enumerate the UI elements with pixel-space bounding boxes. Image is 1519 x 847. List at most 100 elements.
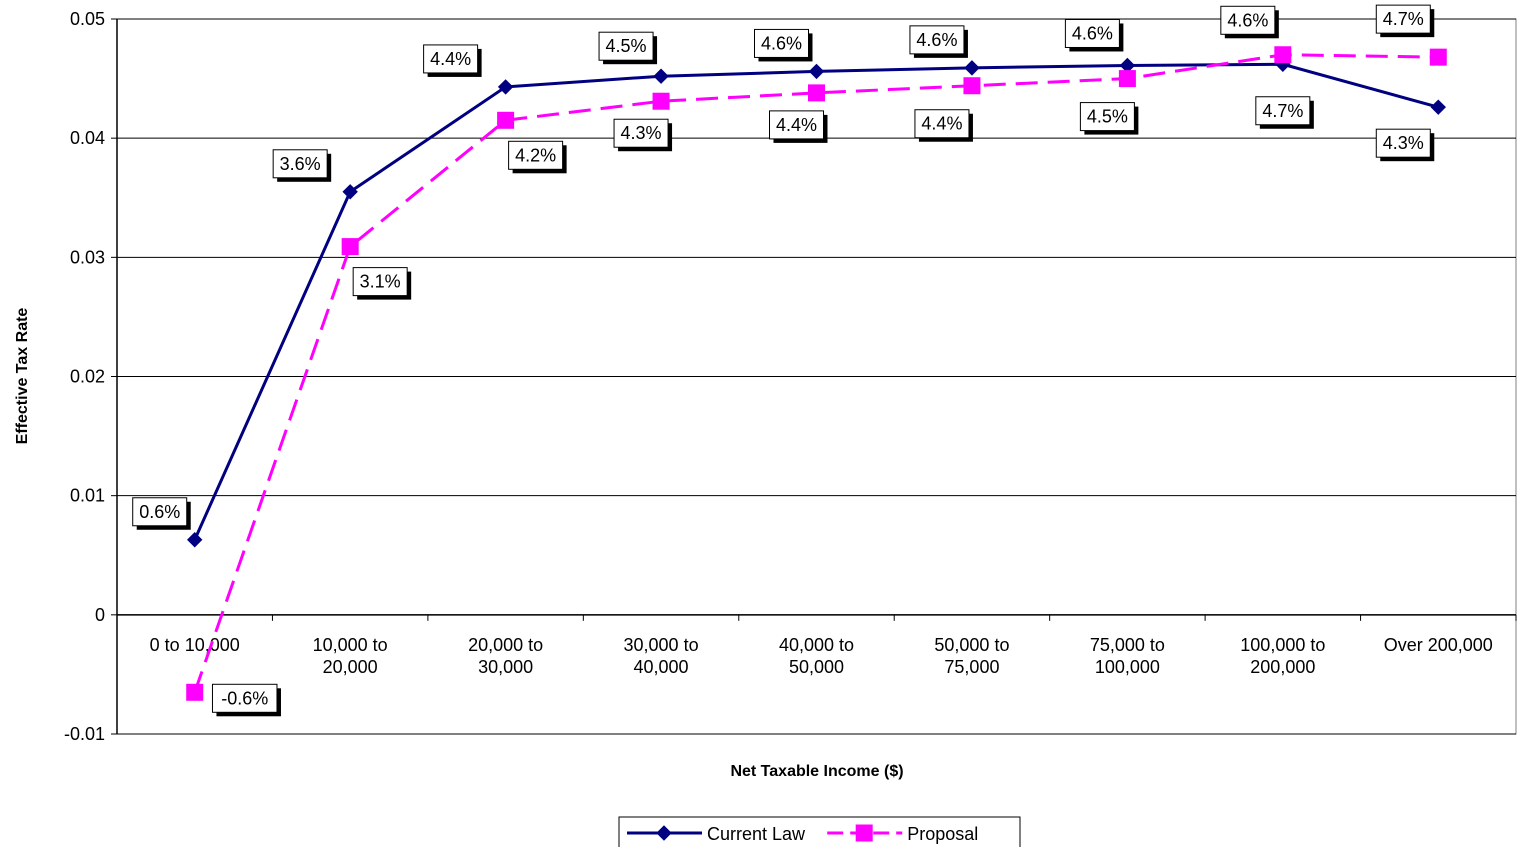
- data-label-box: [613, 118, 669, 148]
- marker-square-proposal: [341, 238, 359, 256]
- data-label-box: [423, 44, 479, 74]
- data-label-box: [1255, 96, 1311, 126]
- data-label: 4.3%: [613, 118, 673, 152]
- data-label: 4.6%: [1064, 18, 1124, 52]
- data-label-text: 3.1%: [360, 272, 401, 292]
- marker-diamond-current-law: [1430, 99, 1446, 115]
- data-label-text: 4.7%: [1262, 101, 1303, 121]
- marker-square-proposal: [186, 683, 204, 701]
- marker-square-proposal: [497, 111, 515, 129]
- marker-square-proposal: [1429, 48, 1447, 66]
- data-label-box: [1375, 4, 1431, 34]
- x-tick-label-line: 50,000: [789, 657, 844, 677]
- legend-label: Proposal: [907, 824, 978, 844]
- x-tick-label-line: 75,000: [944, 657, 999, 677]
- x-tick-label: 50,000 to 75,000: [934, 635, 1009, 677]
- data-label-text: 4.2%: [515, 145, 556, 165]
- data-label: 4.4%: [769, 110, 828, 143]
- x-tick-label-line: Over 200,000: [1384, 635, 1493, 655]
- data-label-text: 4.5%: [1087, 107, 1128, 127]
- series-line-proposal: [193, 53, 1439, 693]
- marker-diamond-current-law: [964, 60, 980, 76]
- data-label: 4.7%: [1375, 4, 1435, 38]
- data-label: 4.4%: [914, 109, 973, 142]
- data-label-box: [1079, 102, 1135, 132]
- axes: 0.05 0.04 0.03 0.02 0.01 0 -0.01 0 to 10,000 10,…: [64, 9, 1517, 744]
- data-label-text: 4.3%: [1383, 133, 1424, 153]
- x-tick-label-line: 100,000 to: [1240, 635, 1325, 655]
- x-tick-label-line: 40,000 to: [779, 635, 854, 655]
- x-tick-label-line: 50,000 to: [934, 635, 1009, 655]
- y-tick-label: 0.02: [70, 367, 105, 387]
- x-tick-label-line: 0 to 10,000: [150, 635, 240, 655]
- marker-square-proposal: [808, 84, 825, 102]
- y-tick-label: 0.03: [70, 247, 105, 267]
- data-label-box: [1064, 18, 1120, 48]
- x-tick-label: 100,000 to 200,000: [1240, 635, 1325, 677]
- data-label: 4.5%: [598, 31, 658, 65]
- data-label-text: 4.7%: [1383, 9, 1424, 29]
- x-tick-label: 75,000 to 100,000: [1090, 635, 1165, 677]
- x-tick-label-line: 20,000: [323, 657, 378, 677]
- marker-square-proposal: [963, 77, 981, 95]
- x-tick-label: 40,000 to 50,000: [779, 635, 854, 677]
- data-label-box: [508, 140, 564, 170]
- x-tick-label-line: 40,000: [634, 657, 689, 677]
- data-label-text: 3.6%: [280, 154, 321, 174]
- data-label-text: 4.4%: [921, 114, 962, 134]
- x-tick-label-line: 10,000 to: [313, 635, 388, 655]
- x-tick-label: 20,000 to 30,000: [468, 635, 543, 677]
- x-tick-label-line: 30,000: [478, 657, 533, 677]
- x-tick-label: 30,000 to 40,000: [624, 635, 699, 677]
- data-labels: 0.6% 3.6% 4.4% 4.5% 4.6% 4.6% 4.6% 4.6% 4.3% -0.6…: [132, 4, 1435, 717]
- data-label: 4.2%: [508, 140, 567, 174]
- data-label: 4.7%: [1255, 96, 1314, 129]
- x-tick-label-line: 20,000 to: [468, 635, 543, 655]
- data-label-box: [1220, 5, 1276, 35]
- data-label: 0.6%: [132, 497, 191, 530]
- data-label: 4.4%: [423, 44, 482, 77]
- data-label-text: 0.6%: [139, 502, 180, 522]
- marker-square-proposal: [652, 92, 670, 110]
- data-label-box: [754, 28, 809, 58]
- data-label-box: [914, 109, 970, 139]
- x-tick-label: Over 200,000: [1384, 635, 1493, 655]
- x-tick-label-line: 30,000 to: [624, 635, 699, 655]
- x-tick-label: 10,000 to 20,000: [313, 635, 388, 677]
- data-label: 4.6%: [1220, 5, 1279, 39]
- series-lines: [186, 46, 1447, 701]
- gridlines: [116, 18, 1517, 735]
- marker-square-proposal: [1274, 46, 1292, 64]
- legend: Current Law Proposal: [618, 816, 1021, 847]
- marker-square-proposal: [855, 824, 873, 842]
- data-label-text: 4.4%: [776, 115, 817, 135]
- y-axis-title: Effective Tax Rate: [14, 308, 31, 445]
- x-axis-title: Net Taxable Income ($): [730, 763, 903, 780]
- marker-diamond-current-law: [497, 79, 514, 95]
- data-label-text: 4.4%: [430, 49, 471, 69]
- data-label: 3.1%: [352, 267, 412, 300]
- data-label: 4.6%: [754, 28, 813, 62]
- series-1: [186, 46, 1447, 701]
- marker-square-proposal: [1118, 70, 1136, 88]
- data-label-text: 4.6%: [916, 30, 957, 50]
- data-label-box: [1375, 128, 1431, 158]
- x-tick-label: 0 to 10,000: [150, 635, 240, 655]
- marker-diamond-current-law: [342, 184, 358, 200]
- data-label-text: 4.3%: [621, 123, 662, 143]
- data-label-text: 4.6%: [1072, 23, 1113, 43]
- data-label: 4.5%: [1079, 102, 1139, 135]
- x-tick-label-line: 100,000: [1095, 657, 1160, 677]
- y-tick-label: 0.05: [70, 9, 105, 29]
- data-label: -0.6%: [211, 683, 281, 717]
- legend-label: Current Law: [707, 824, 806, 844]
- data-label-box: [272, 149, 328, 179]
- y-tick-label: 0: [95, 605, 105, 625]
- data-label-box: [132, 497, 188, 527]
- marker-diamond-current-law: [656, 825, 672, 841]
- data-label-box: [211, 683, 278, 713]
- marker-diamond-current-law: [653, 68, 669, 84]
- data-label: 4.6%: [909, 25, 968, 58]
- y-tick-label: -0.01: [64, 724, 105, 744]
